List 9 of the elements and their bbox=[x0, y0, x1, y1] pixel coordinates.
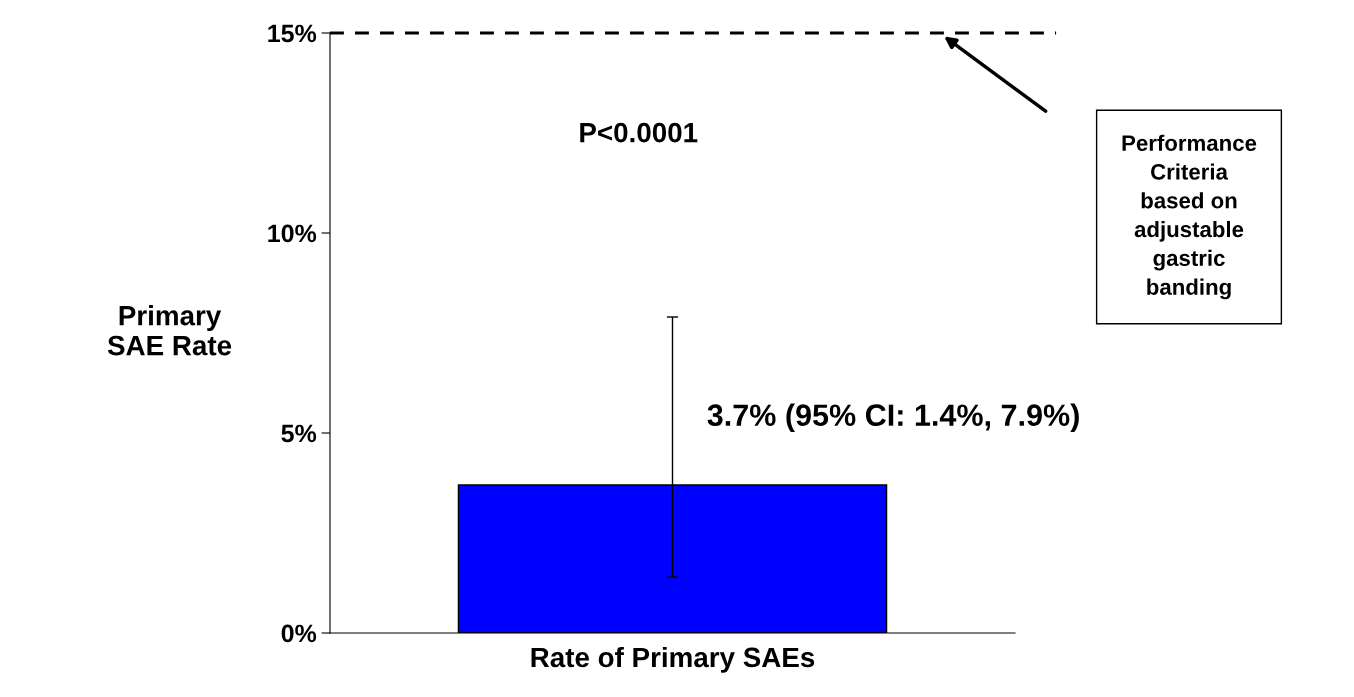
annotation: P<0.0001 bbox=[580, 122, 698, 143]
x-tick-label: Rate of Primary SAEs bbox=[531, 646, 815, 673]
y-axis-title: Primary SAE Rate bbox=[107, 305, 232, 356]
ref-line-label: Performance Criteria based on adjustable gastric banding bbox=[1122, 134, 1257, 300]
data-label: 3.7% (95% CI: 1.4%, 7.9%) bbox=[707, 403, 1079, 433]
y-tick-label: 5% bbox=[281, 424, 317, 443]
y-tick-label: 15% bbox=[268, 24, 317, 43]
y-tick-label: 10% bbox=[268, 224, 317, 243]
y-tick-label: 0% bbox=[281, 624, 317, 643]
